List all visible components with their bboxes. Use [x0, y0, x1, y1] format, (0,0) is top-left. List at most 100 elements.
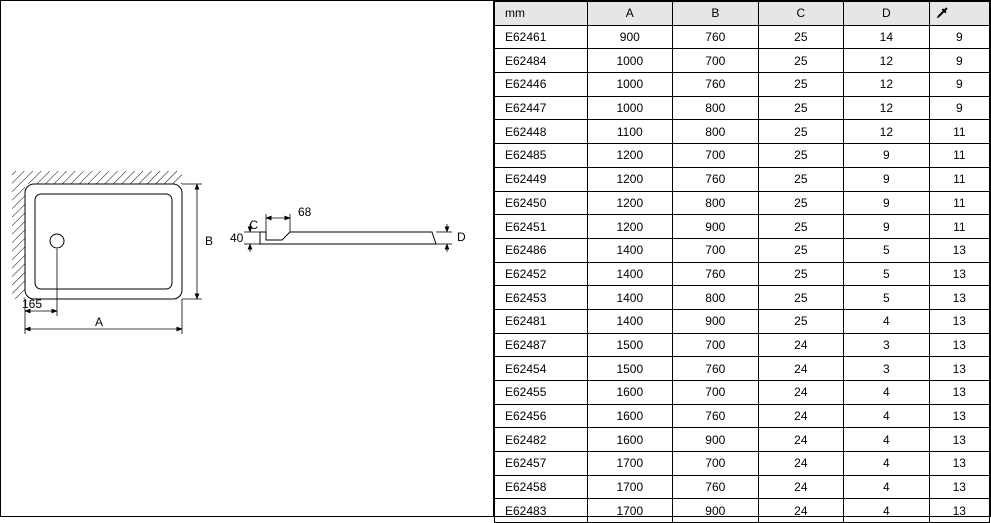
cell-value: 1400	[587, 286, 673, 310]
cell-value: 13	[929, 262, 989, 286]
cell-value: 13	[929, 357, 989, 381]
col-screw	[929, 2, 989, 26]
cell-value: 700	[673, 452, 759, 476]
cell-value: 13	[929, 499, 989, 523]
cell-value: 13	[929, 381, 989, 405]
table-row: E62456160076024413	[495, 404, 990, 428]
cell-value: 800	[673, 120, 759, 144]
cell-value: 25	[758, 238, 844, 262]
table-row: E6246190076025149	[495, 25, 990, 49]
cell-model: E62454	[495, 357, 588, 381]
cell-value: 5	[844, 286, 930, 310]
cell-value: 760	[673, 167, 759, 191]
cell-value: 25	[758, 49, 844, 73]
cell-model: E62482	[495, 428, 588, 452]
cell-value: 13	[929, 309, 989, 333]
cell-value: 3	[844, 357, 930, 381]
cell-value: 1700	[587, 475, 673, 499]
cell-model: E62448	[495, 120, 588, 144]
cell-model: E62485	[495, 144, 588, 168]
cell-model: E62453	[495, 286, 588, 310]
cell-value: 12	[844, 96, 930, 120]
cell-value: 1400	[587, 262, 673, 286]
cell-value: 24	[758, 381, 844, 405]
table-row: E62482160090024413	[495, 428, 990, 452]
cell-value: 4	[844, 499, 930, 523]
cell-value: 760	[673, 262, 759, 286]
cell-model: E62455	[495, 381, 588, 405]
col-mm: mm	[495, 2, 588, 26]
cell-value: 9	[844, 144, 930, 168]
cell-model: E62484	[495, 49, 588, 73]
cell-value: 13	[929, 475, 989, 499]
cell-value: 900	[673, 499, 759, 523]
cell-model: E62456	[495, 404, 588, 428]
cell-value: 4	[844, 381, 930, 405]
cell-value: 3	[844, 333, 930, 357]
cell-value: 13	[929, 428, 989, 452]
table-row: E62450120080025911	[495, 191, 990, 215]
cell-value: 1400	[587, 238, 673, 262]
dim-label-B: B	[205, 234, 213, 248]
cell-value: 25	[758, 262, 844, 286]
cell-value: 1200	[587, 167, 673, 191]
cell-value: 1200	[587, 191, 673, 215]
table-row: E62454150076024313	[495, 357, 990, 381]
cell-value: 900	[587, 25, 673, 49]
table-row: E62483170090024413	[495, 499, 990, 523]
table-row: E62487150070024313	[495, 333, 990, 357]
cell-value: 13	[929, 404, 989, 428]
cell-value: 25	[758, 215, 844, 239]
cell-value: 25	[758, 96, 844, 120]
col-A: A	[587, 2, 673, 26]
cell-value: 700	[673, 381, 759, 405]
cell-value: 4	[844, 475, 930, 499]
table-row: E62453140080025513	[495, 286, 990, 310]
cell-value: 4	[844, 428, 930, 452]
dimensions-table: mm A B C D E62461900760251	[494, 1, 990, 523]
cell-value: 4	[844, 452, 930, 476]
cell-value: 1500	[587, 333, 673, 357]
cell-value: 13	[929, 238, 989, 262]
cell-model: E62450	[495, 191, 588, 215]
cell-value: 4	[844, 309, 930, 333]
table-row: E62486140070025513	[495, 238, 990, 262]
cell-model: E62486	[495, 238, 588, 262]
cell-value: 13	[929, 452, 989, 476]
technical-drawing: A 165 B 68	[7, 171, 477, 371]
cell-value: 24	[758, 499, 844, 523]
cell-value: 1000	[587, 96, 673, 120]
cell-model: E62446	[495, 73, 588, 97]
cell-value: 1100	[587, 120, 673, 144]
dim-label-165: 165	[22, 297, 42, 311]
cell-value: 760	[673, 357, 759, 381]
cell-value: 9	[844, 167, 930, 191]
cell-model: E62461	[495, 25, 588, 49]
cell-model: E62487	[495, 333, 588, 357]
cell-value: 25	[758, 309, 844, 333]
cell-value: 1000	[587, 49, 673, 73]
table-row: E62451120090025911	[495, 215, 990, 239]
cell-value: 25	[758, 167, 844, 191]
cell-value: 13	[929, 286, 989, 310]
cell-value: 25	[758, 120, 844, 144]
cell-value: 760	[673, 404, 759, 428]
screw-icon	[934, 5, 950, 21]
dim-label-C: C	[249, 218, 258, 232]
cell-value: 1200	[587, 215, 673, 239]
cell-model: E62457	[495, 452, 588, 476]
cell-value: 11	[929, 120, 989, 144]
table-row: E62481140090025413	[495, 309, 990, 333]
cell-value: 11	[929, 144, 989, 168]
table-row: E62457170070024413	[495, 452, 990, 476]
cell-value: 5	[844, 262, 930, 286]
cell-value: 25	[758, 191, 844, 215]
cell-value: 13	[929, 333, 989, 357]
cell-value: 9	[929, 25, 989, 49]
cell-value: 1600	[587, 404, 673, 428]
cell-value: 12	[844, 73, 930, 97]
cell-model: E62449	[495, 167, 588, 191]
diagram-pane: A 165 B 68	[1, 1, 493, 516]
cell-value: 760	[673, 73, 759, 97]
cell-value: 700	[673, 49, 759, 73]
